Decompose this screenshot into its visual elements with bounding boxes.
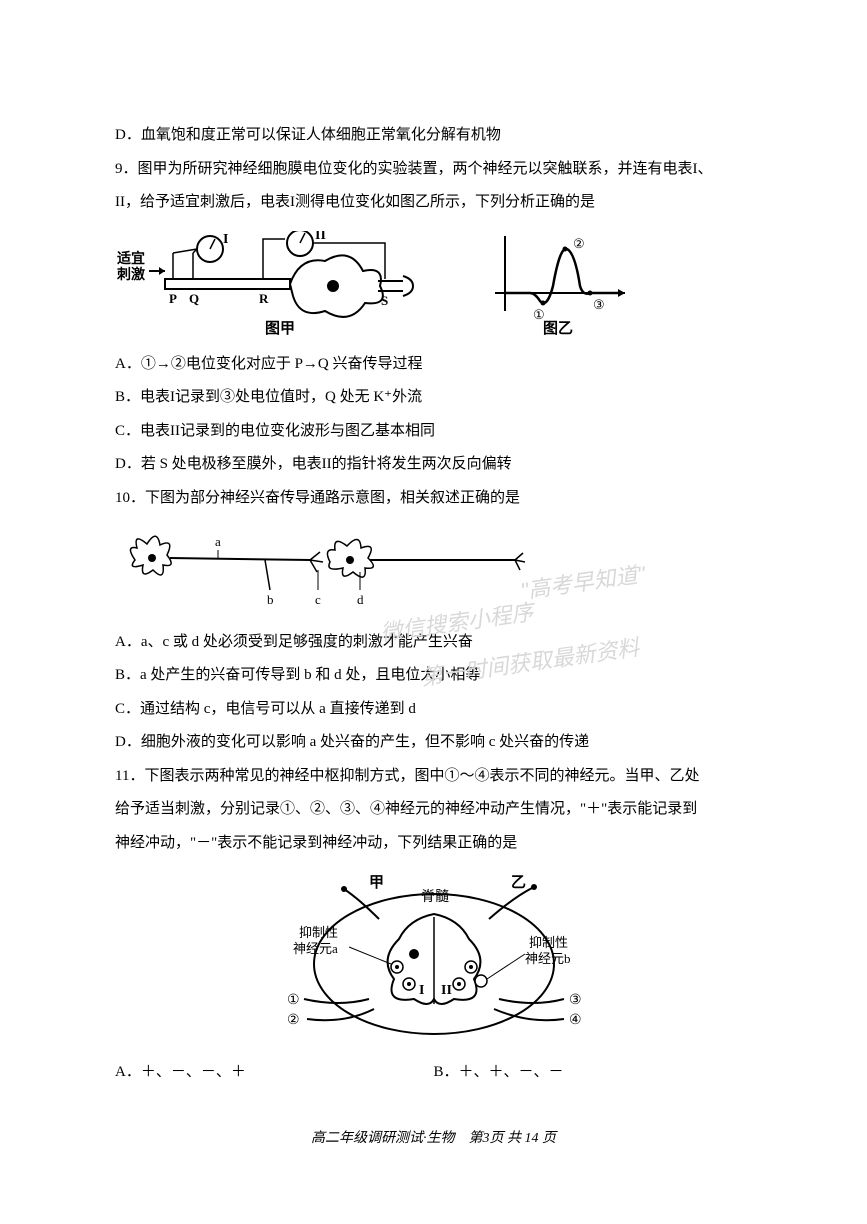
svg-text:①: ①: [287, 993, 300, 1008]
svg-text:脊髓: 脊髓: [421, 889, 449, 905]
stimulus-label-1: 适宜: [117, 250, 145, 267]
q10-option-b: B．a 处产生的兴奋可传导到 b 和 d 处，且电位大小相等: [115, 660, 752, 692]
svg-text:④: ④: [569, 1013, 582, 1028]
svg-text:神经元b: 神经元b: [525, 951, 571, 966]
q11-stem-2: 给予适当刺激，分别记录①、②、③、④神经元的神经冲动产生情况，"＋"表示能记录到: [115, 794, 752, 826]
svg-text:P: P: [169, 291, 177, 306]
svg-text:②: ②: [573, 236, 585, 251]
q11-stem-1: 11．下图表示两种常见的神经中枢抑制方式，图中①～④表示不同的神经元。当甲、乙处: [115, 761, 752, 793]
stimulus-label-2: 刺激: [117, 266, 145, 283]
q10-option-a: A．a、c 或 d 处必须受到足够强度的刺激才能产生兴奋: [115, 627, 752, 659]
figure-yi: ① ② ③ 图乙: [485, 231, 635, 341]
svg-text:R: R: [259, 291, 269, 306]
svg-text:a: a: [215, 534, 221, 549]
q11-option-b: B．＋、＋、－、－: [434, 1057, 753, 1089]
q11-option-a: A．＋、－、－、＋: [115, 1057, 434, 1089]
q10-figure: a b c d: [115, 520, 752, 623]
svg-text:抑制性: 抑制性: [299, 925, 338, 940]
q11-stem-3: 神经冲动，"－"表示不能记录到神经冲动，下列结果正确的是: [115, 828, 752, 860]
svg-text:c: c: [315, 592, 321, 607]
svg-text:II: II: [315, 231, 326, 243]
page-footer: 高二年级调研测试·生物 第3页 共 14 页: [115, 1124, 752, 1153]
svg-text:③: ③: [593, 297, 605, 312]
exam-page: D．血氧饱和度正常可以保证人体细胞正常氧化分解有机物 9．图甲为所研究神经细胞膜…: [0, 0, 867, 1224]
q11-figure: 甲 乙 脊髓 ① ② ③ ④ I II: [115, 869, 752, 1049]
q9-option-c: C．电表II记录到的电位变化波形与图乙基本相同: [115, 416, 752, 448]
q9-stem-line2: II，给予适宜刺激后，电表I测得电位变化如图乙所示，下列分析正确的是: [115, 187, 752, 219]
svg-text:②: ②: [287, 1013, 300, 1028]
svg-text:I: I: [223, 232, 228, 247]
svg-text:图甲: 图甲: [265, 320, 295, 337]
q10-stem: 10．下图为部分神经兴奋传导通路示意图，相关叙述正确的是: [115, 483, 752, 515]
svg-text:③: ③: [569, 993, 582, 1008]
q9-stem-line1: 9．图甲为所研究神经细胞膜电位变化的实验装置，两个神经元以突触联系，并连有电表I…: [115, 154, 752, 186]
svg-text:①: ①: [533, 307, 545, 322]
svg-text:Q: Q: [189, 291, 199, 306]
svg-text:S: S: [381, 293, 388, 308]
svg-text:神经元a: 神经元a: [293, 941, 338, 956]
q11-options-row: A．＋、－、－、＋ B．＋、＋、－、－: [115, 1057, 752, 1089]
svg-text:I: I: [419, 983, 424, 998]
q9-figures: 适宜 刺激 I: [115, 231, 752, 341]
q9-option-b: B．电表I记录到③处电位值时，Q 处无 K⁺外流: [115, 382, 752, 414]
q9-option-d: D．若 S 处电极移至膜外，电表II的指针将发生两次反向偏转: [115, 449, 752, 481]
svg-text:抑制性: 抑制性: [529, 935, 568, 950]
q10-option-c: C．通过结构 c，电信号可以从 a 直接传递到 d: [115, 694, 752, 726]
q9-option-a: A．①→②电位变化对应于 P→Q 兴奋传导过程: [115, 349, 752, 381]
svg-text:乙: 乙: [511, 875, 526, 891]
svg-text:图乙: 图乙: [543, 320, 573, 337]
svg-text:b: b: [267, 592, 274, 607]
q8-option-d: D．血氧饱和度正常可以保证人体细胞正常氧化分解有机物: [115, 120, 752, 152]
svg-text:II: II: [441, 983, 452, 998]
svg-text:甲: 甲: [369, 874, 384, 891]
svg-text:d: d: [357, 592, 364, 607]
q10-option-d: D．细胞外液的变化可以影响 a 处兴奋的产生，但不影响 c 处兴奋的传递: [115, 727, 752, 759]
figure-jia: 适宜 刺激 I: [115, 231, 425, 341]
